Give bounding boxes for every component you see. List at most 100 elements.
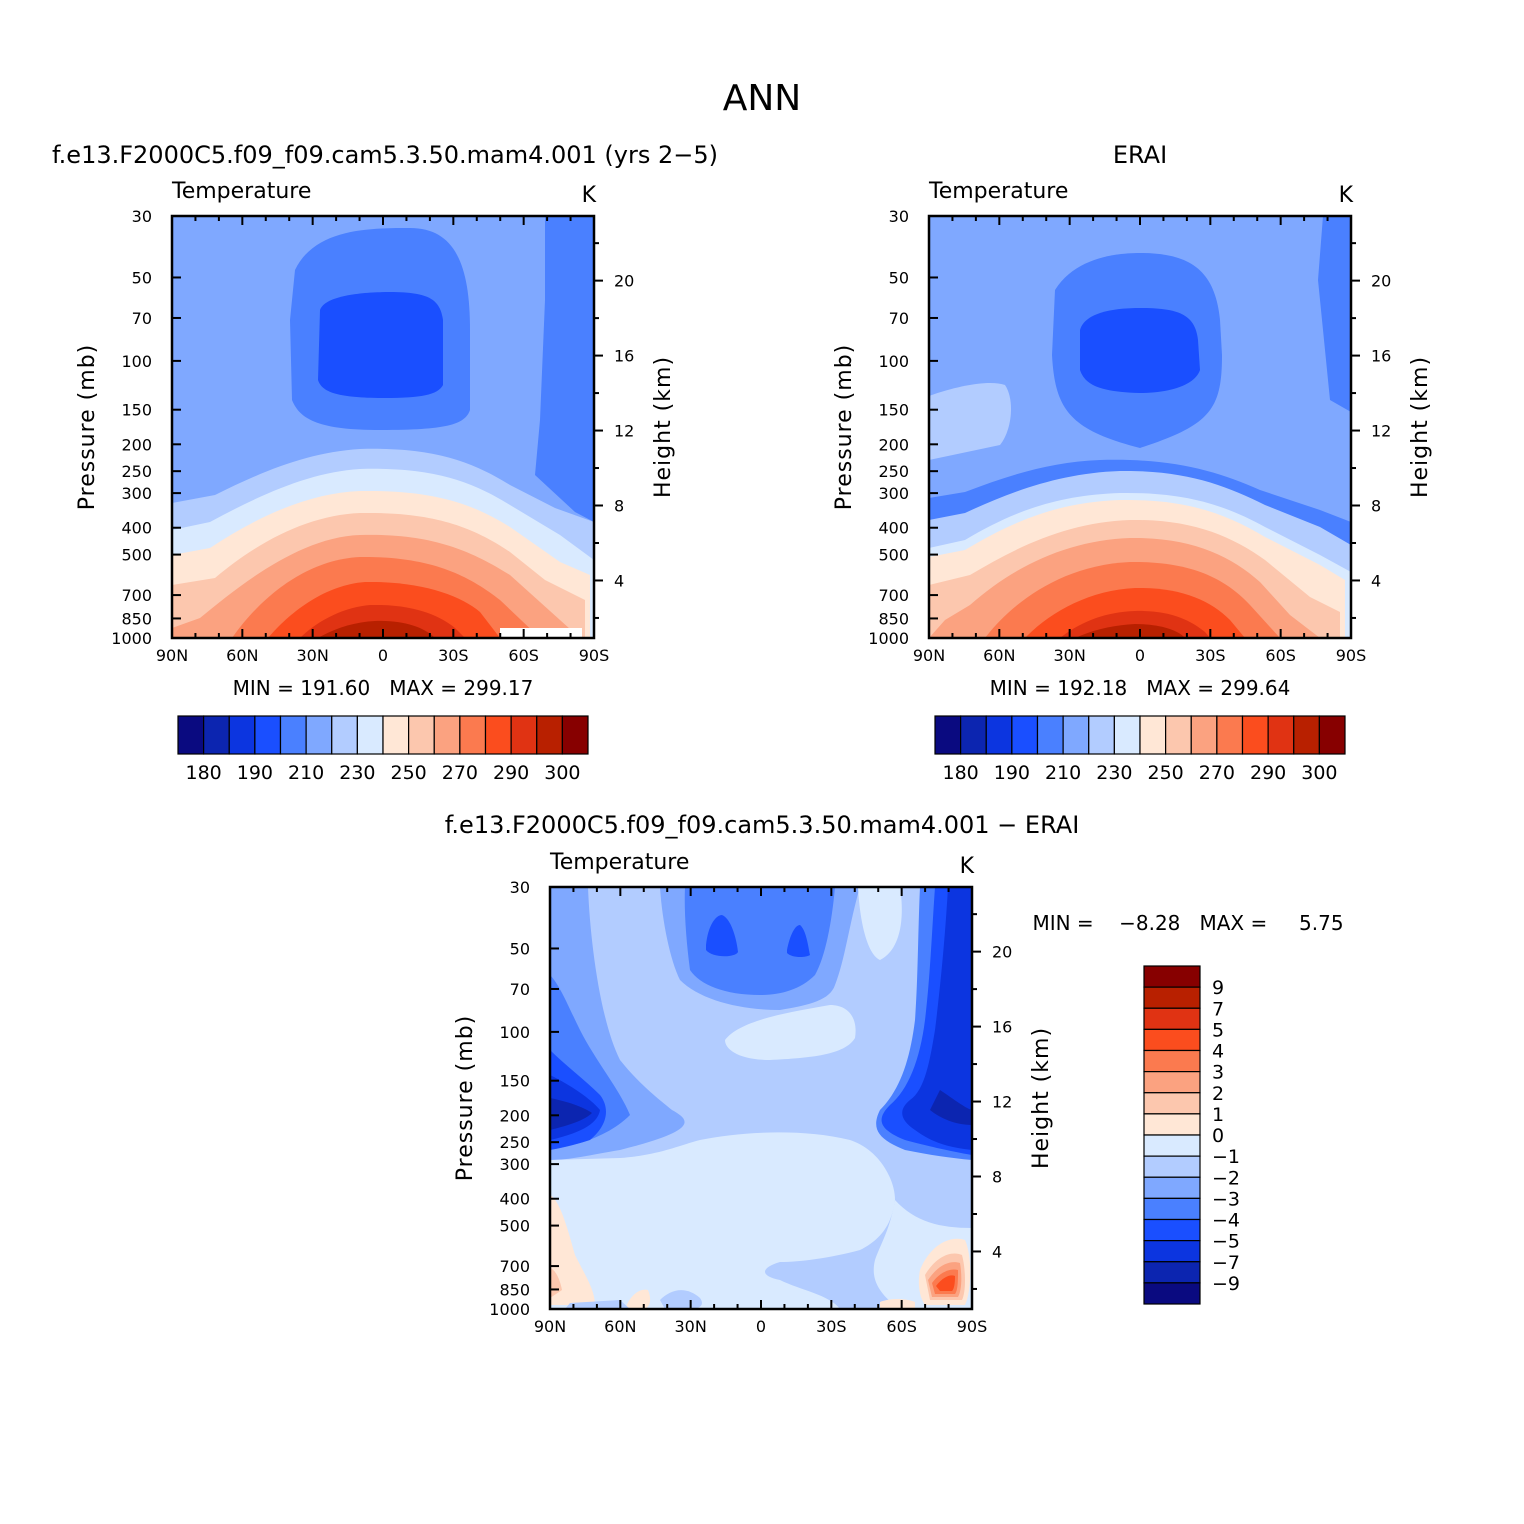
colorbar-label: 300	[544, 762, 580, 784]
axes: 90N 60N 30N 0 30S 60S 90S 30 50 70 100 150 200 250 300…	[868, 207, 1391, 665]
colorbar-swatch	[1143, 1261, 1201, 1284]
colorbar-swatch	[1036, 715, 1064, 755]
colorbar-swatch	[1216, 715, 1244, 755]
y2-tick-label: 12	[1371, 422, 1391, 441]
colorbar-swatch	[408, 715, 435, 755]
colorbar-label: 4	[1212, 1041, 1224, 1063]
y-tick-label: 70	[132, 309, 152, 328]
panel-title: f.e13.F2000C5.f09_f09.cam5.3.50.mam4.001…	[445, 811, 1080, 839]
stats: MIN = 191.60 MAX = 299.17	[233, 676, 534, 700]
colorbar-swatch	[177, 715, 205, 755]
variable-label: Temperature	[171, 179, 311, 204]
x-tick-label: 90S	[957, 1317, 988, 1336]
y-tick-label: 850	[121, 609, 152, 628]
y-tick-label: 700	[878, 586, 909, 605]
colorbar-label: 1	[1212, 1104, 1224, 1126]
colorbar-label: −3	[1212, 1188, 1240, 1210]
colorbar-swatch	[1165, 715, 1192, 755]
colorbar-swatch	[459, 715, 487, 755]
y2-axis-label: Height (km)	[1029, 1027, 1054, 1169]
colorbar-swatch	[536, 715, 563, 755]
y-axis-label: Pressure (mb)	[832, 344, 857, 511]
colorbar-label: 0	[1212, 1125, 1224, 1147]
y-tick-label: 1000	[489, 1300, 530, 1319]
y2-tick-label: 8	[992, 1168, 1002, 1187]
y2-tick-label: 4	[1371, 571, 1381, 590]
units-label: K	[960, 854, 975, 879]
colorbar-swatch	[1293, 715, 1320, 755]
y2-tick-label: 20	[1371, 272, 1391, 291]
colorbar-label: −5	[1212, 1231, 1240, 1253]
colorbar-swatch	[1143, 1028, 1201, 1052]
x-tick-label: 90S	[1336, 646, 1367, 665]
colorbar-swatch	[1143, 1176, 1201, 1199]
axes: 90N 60N 30N 0 30S 60S 90S 30 50 70 100 150 200 250 300…	[489, 878, 1012, 1336]
colorbar-swatch	[203, 715, 230, 755]
contour-field	[172, 216, 594, 638]
y2-tick-label: 16	[1371, 347, 1391, 366]
y-tick-label: 300	[499, 1155, 530, 1174]
panel-erai: ERAI Temperature K 90N 60N 30N 0 30S 60S 90S 30…	[832, 141, 1433, 784]
y-tick-label: 70	[889, 309, 909, 328]
colorbar-swatch	[960, 715, 987, 755]
colorbar-swatch	[356, 715, 384, 755]
colorbar-label: 300	[1301, 762, 1337, 784]
panel-title: f.e13.F2000C5.f09_f09.cam5.3.50.mam4.001…	[52, 141, 718, 169]
colorbar-swatch	[510, 715, 538, 755]
colorbar-swatch	[1143, 986, 1201, 1009]
colorbar-swatch	[1143, 1007, 1201, 1030]
y-tick-label: 100	[121, 352, 152, 371]
y2-tick-label: 16	[992, 1018, 1012, 1037]
y-tick-label: 50	[132, 268, 152, 287]
y-tick-label: 30	[132, 207, 152, 226]
y2-axis-label: Height (km)	[1408, 356, 1433, 498]
x-tick-label: 0	[756, 1317, 766, 1336]
y-tick-label: 500	[878, 546, 909, 565]
x-tick-label: 60S	[508, 646, 539, 665]
y2-tick-label: 12	[992, 1093, 1012, 1112]
colorbar-swatch	[1143, 1218, 1201, 1242]
colorbar-swatch	[1113, 715, 1141, 755]
y2-tick-label: 16	[614, 347, 634, 366]
colorbar-swatch	[484, 715, 512, 755]
x-tick-label: 30S	[438, 646, 469, 665]
colorbar: 180 190 210 230 250 270 290 300	[934, 715, 1346, 784]
colorbar-label: 270	[442, 762, 478, 784]
colorbar-swatch	[1143, 1282, 1201, 1305]
x-tick-label: 30N	[675, 1317, 707, 1336]
colorbar-swatch	[1267, 715, 1295, 755]
colorbar-swatch	[934, 715, 962, 755]
x-tick-label: 90N	[913, 646, 945, 665]
colorbar-swatch	[228, 715, 256, 755]
x-tick-label: 30N	[297, 646, 329, 665]
units-label: K	[1339, 183, 1354, 208]
y-tick-label: 1000	[111, 629, 152, 648]
x-tick-label: 0	[1135, 646, 1145, 665]
colorbar-label: 9	[1212, 977, 1224, 999]
y-tick-label: 150	[121, 401, 152, 420]
colorbar-label: 270	[1199, 762, 1235, 784]
y-tick-label: 250	[121, 462, 152, 481]
axes: 90N 60N 30N 0 30S 60S 90S 30 50 70 100 150 200 250 300…	[111, 207, 634, 665]
y2-tick-label: 20	[614, 272, 634, 291]
colorbar-label: 190	[237, 762, 273, 784]
x-tick-label: 90N	[156, 646, 188, 665]
y2-tick-label: 4	[614, 571, 624, 590]
colorbar-swatch	[1062, 715, 1090, 755]
colorbar-label: 210	[1045, 762, 1081, 784]
colorbar-label: −7	[1212, 1252, 1240, 1274]
x-tick-label: 60N	[604, 1317, 636, 1336]
figure-title: ANN	[723, 78, 802, 119]
stats: MIN = 192.18 MAX = 299.64	[990, 676, 1291, 700]
colorbar-label: 180	[942, 762, 978, 784]
colorbar-label: 5	[1212, 1019, 1224, 1041]
y-axis-label: Pressure (mb)	[453, 1015, 478, 1182]
y-tick-label: 200	[878, 435, 909, 454]
y-tick-label: 400	[878, 519, 909, 538]
colorbar-swatch	[1190, 715, 1218, 755]
y-tick-label: 400	[499, 1190, 530, 1209]
colorbar: 180 190 210 230 250 270 290 300	[177, 715, 589, 784]
y2-tick-label: 4	[992, 1242, 1002, 1261]
